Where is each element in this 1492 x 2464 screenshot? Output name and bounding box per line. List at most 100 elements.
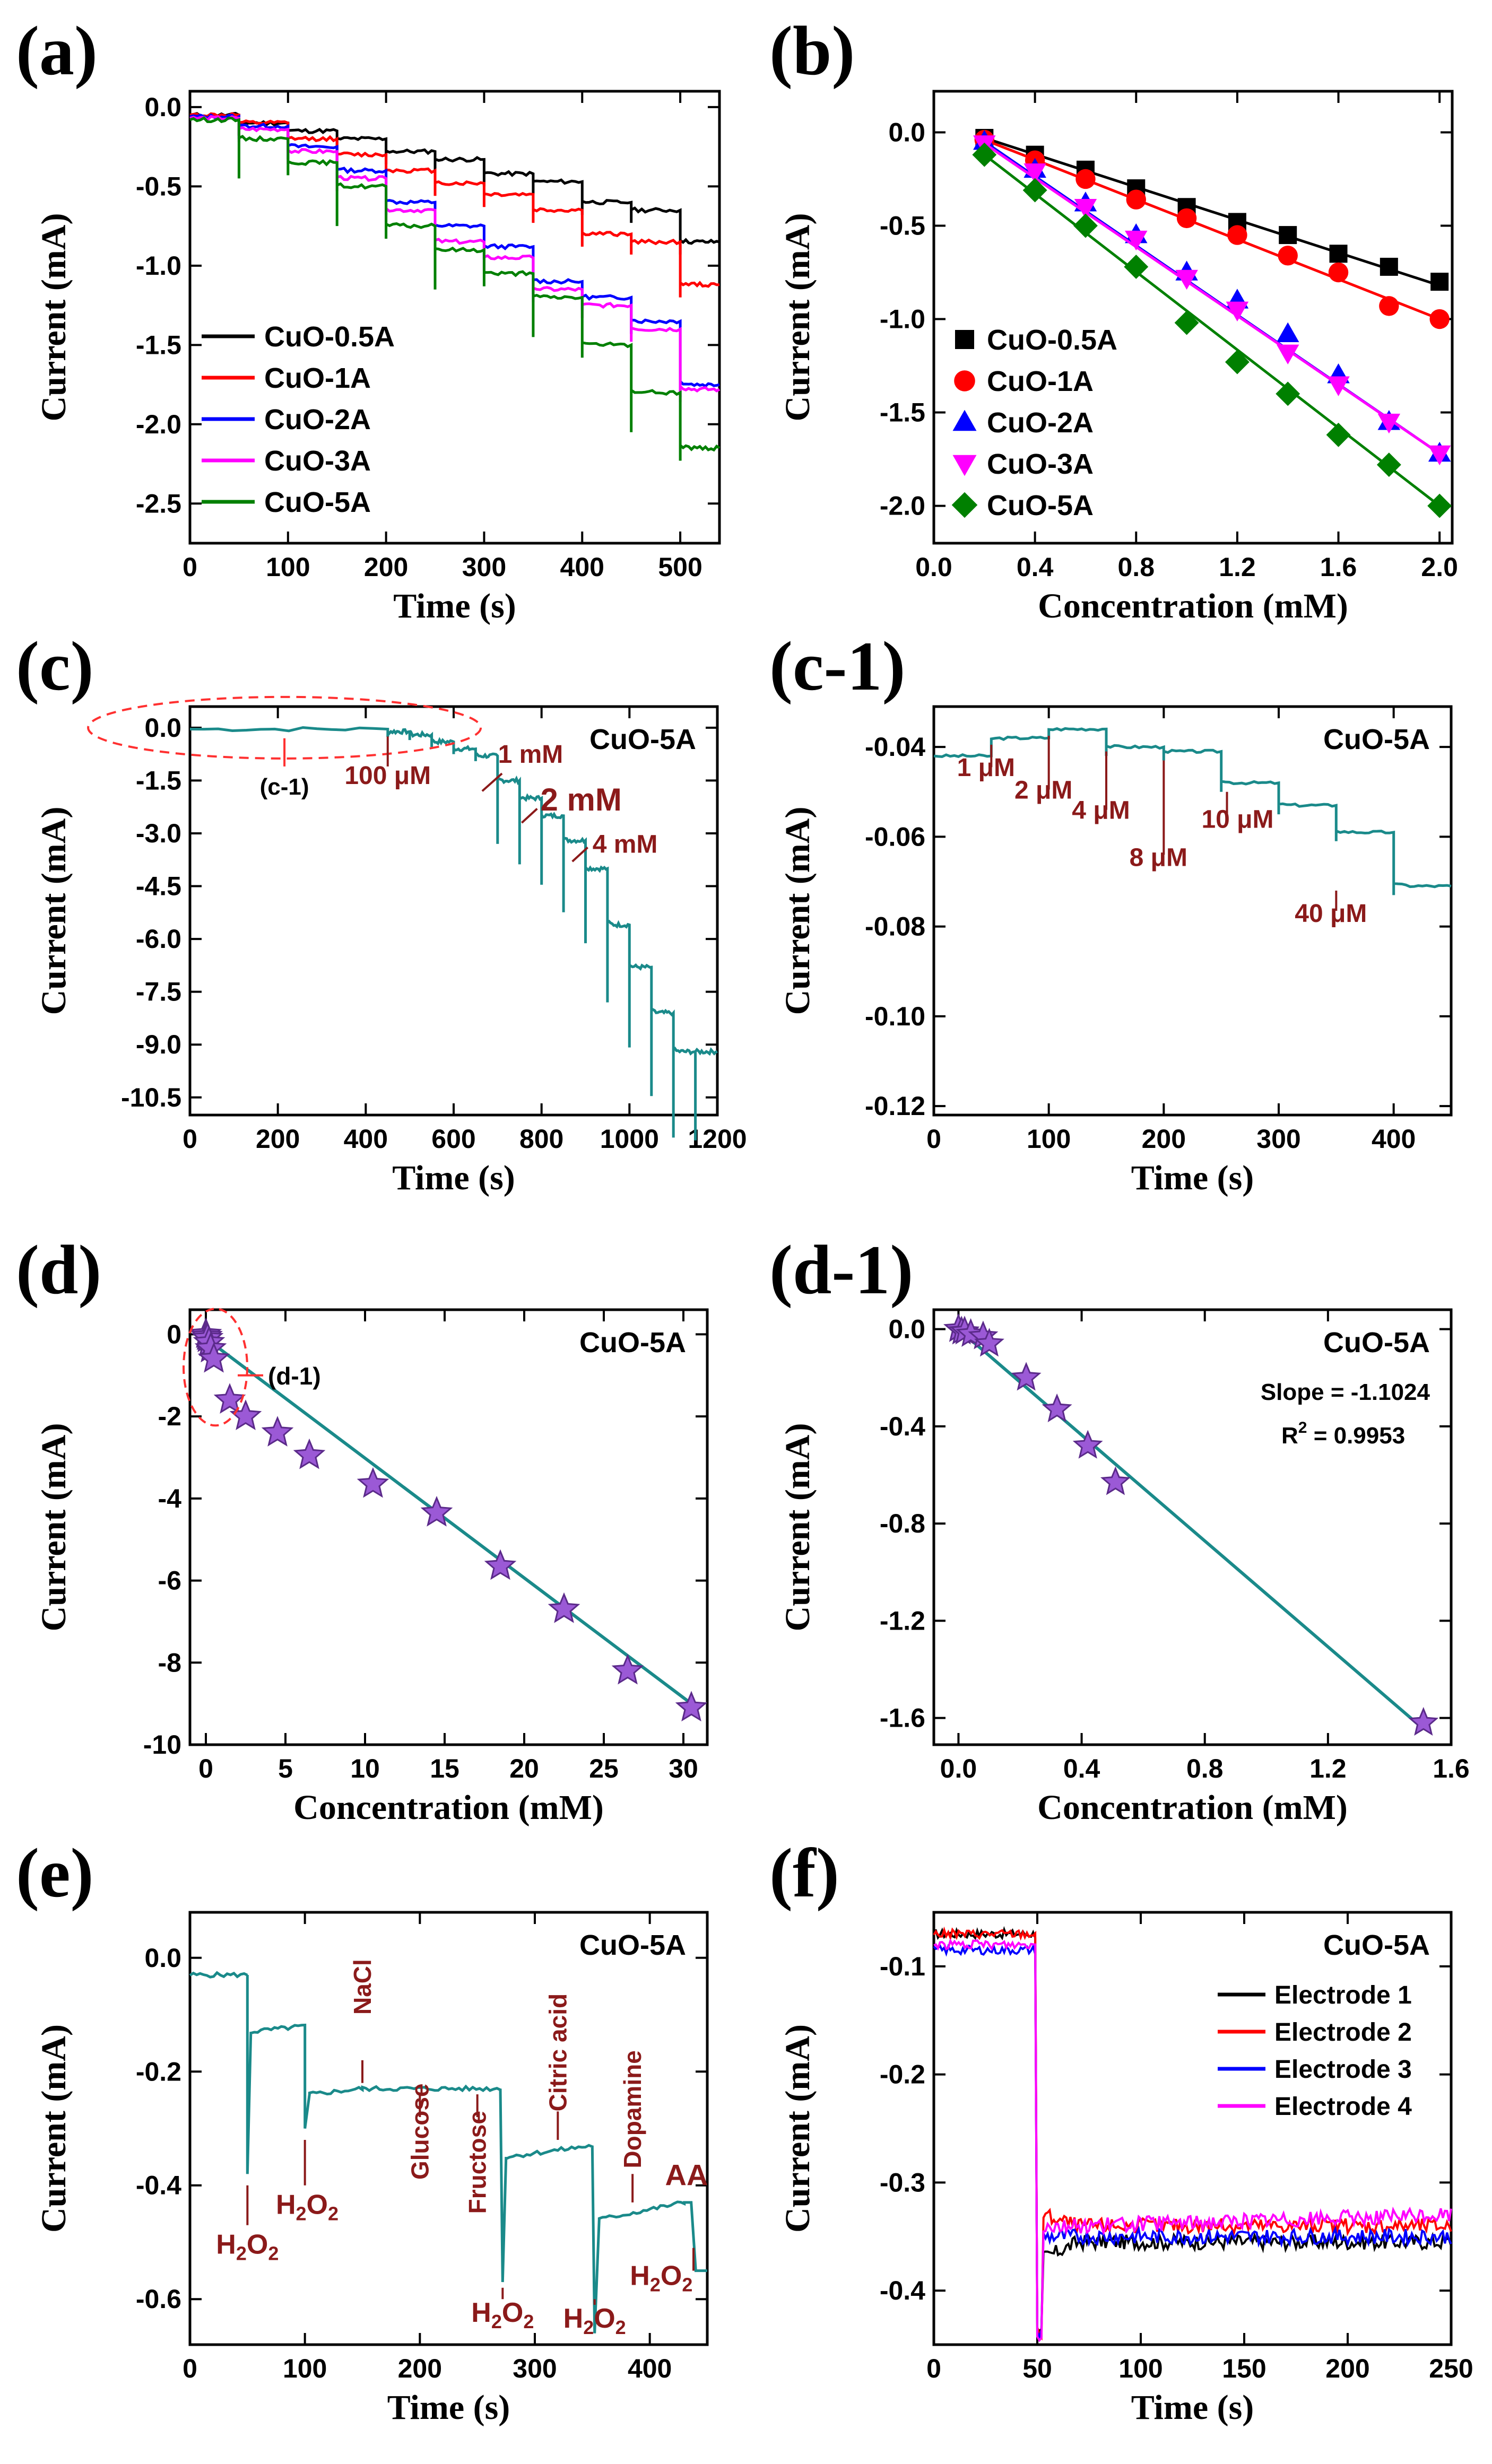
- annotation-c1: (c-1): [260, 774, 309, 800]
- series-line-Electrode 4: [933, 1938, 1452, 2343]
- data-point: [1011, 1362, 1042, 1391]
- y-tick-label: -1.5: [880, 398, 925, 428]
- h2o2-part-h: H: [216, 2229, 236, 2260]
- dashed-ellipse: [87, 695, 482, 760]
- legend-label: CuO-0.5A: [264, 321, 395, 353]
- annotation-nacl: NaCl: [349, 1959, 376, 2015]
- legend-marker: [951, 492, 978, 518]
- plot-frame: [188, 1911, 709, 2346]
- data-point-CuO-1A: [1328, 262, 1349, 283]
- data-point-CuO-5A: [1073, 213, 1098, 238]
- annotation-1mM: 1 mM: [498, 741, 563, 769]
- data-point: [197, 1342, 230, 1373]
- x-tick-label: 30: [669, 1754, 698, 1783]
- data-point-CuO-0.5A: [1279, 226, 1297, 245]
- y-tick-label: -0.4: [880, 1412, 925, 1441]
- plot-frame: [188, 1308, 709, 1746]
- y-tick-label: -2.5: [136, 489, 181, 518]
- data-point: [974, 1328, 1004, 1357]
- fit-line-CuO-5A: [983, 153, 1441, 507]
- legend-label: CuO-2A: [264, 404, 371, 436]
- y-tick-label: -1.5: [136, 765, 181, 795]
- legend-label: Electrode 2: [1274, 2018, 1412, 2047]
- data-point-CuO-1A: [1379, 296, 1399, 316]
- data-point-CuO-0.5A: [1430, 273, 1449, 291]
- x-axis-label: Concentration (mM): [293, 1788, 604, 1827]
- annotation-4: 10 μM: [1201, 805, 1273, 833]
- panel-label: (a): [16, 12, 98, 90]
- annotation-h2o2-2: H2O2: [276, 2189, 339, 2224]
- x-tick-label: 300: [1256, 1124, 1300, 1154]
- x-tick-label: 0: [926, 2354, 941, 2383]
- x-tick-label: 20: [509, 1754, 539, 1783]
- data-point-CuO-5A: [1376, 452, 1401, 477]
- data-point-CuO-3A: [1276, 344, 1299, 364]
- h2o2-sub-2: 2: [268, 2242, 279, 2264]
- data-point: [261, 1416, 294, 1447]
- plot-frame: [932, 705, 1453, 1117]
- x-tick-label: 0.8: [1118, 552, 1155, 582]
- x-tick-label: 200: [1142, 1124, 1186, 1154]
- r2-superscript: 2: [1298, 1419, 1307, 1436]
- legend-label: CuO-3A: [264, 445, 371, 477]
- r2-prefix: R: [1281, 1423, 1298, 1449]
- h2o2-part-o: O: [247, 2229, 268, 2260]
- annotation-0: 1 μM: [957, 754, 1015, 782]
- x-tick-label: 1.2: [1219, 552, 1256, 582]
- legend: CuO-0.5A CuO-1A CuO-2A CuO-3A CuO-5A: [202, 321, 395, 518]
- x-tick-label: 100: [1118, 2354, 1163, 2383]
- h2o2-part-o: O: [594, 2303, 615, 2334]
- y-tick-label: -0.2: [136, 2057, 181, 2086]
- data-point-CuO-3A: [1074, 198, 1097, 219]
- annotation-h2o2-1: H2O2: [216, 2229, 279, 2264]
- data-point-CuO-5A: [1225, 350, 1250, 375]
- x-axis-label: Time (s): [1131, 1159, 1254, 1197]
- data-point: [675, 1691, 708, 1722]
- y-tick-label: -9.0: [136, 1030, 181, 1059]
- x-tick-label: 0.8: [1186, 1754, 1224, 1783]
- panel-a: 0 100 200 300 400 500 0.0 -0.5 -1.0 -1.5 -2.0 -2.5 T…: [16, 12, 721, 625]
- x-tick-label: 0: [198, 1754, 213, 1783]
- x-axis-label: Time (s): [1131, 2388, 1254, 2427]
- h2o2-sub-1: 2: [296, 2202, 307, 2224]
- data-point-CuO-5A: [1022, 178, 1047, 203]
- fit-line: [205, 1337, 692, 1705]
- y-axis-label: Current (mA): [778, 807, 817, 1015]
- h2o2-sub-1: 2: [583, 2317, 594, 2338]
- x-tick-label: 100: [1027, 1124, 1071, 1154]
- y-tick-label: -1.0: [136, 251, 181, 281]
- y-tick-label: -8: [158, 1648, 181, 1677]
- annotation-h2o2-4: H2O2: [563, 2303, 626, 2338]
- arrow-line: [481, 772, 503, 792]
- x-tick-label: 1.2: [1309, 1754, 1347, 1783]
- x-tick-label: 200: [398, 2354, 442, 2383]
- x-tick-label: 0: [183, 552, 197, 582]
- data-point-CuO-1A: [1126, 189, 1146, 210]
- y-tick-label: -2: [158, 1401, 181, 1431]
- inset-title: CuO-5A: [1323, 1327, 1430, 1359]
- data-point-CuO-5A: [972, 142, 997, 167]
- h2o2-part-h: H: [630, 2260, 650, 2291]
- x-tick-label: 400: [560, 552, 604, 582]
- y-tick-label: -7.5: [136, 977, 181, 1007]
- y-tick-label: -3.0: [136, 819, 181, 848]
- annotation-dopamine: Dopamine: [619, 2050, 646, 2168]
- plot-frame: [932, 90, 1454, 545]
- data-point-CuO-3A: [1226, 301, 1249, 322]
- data-point-CuO-5A: [1326, 422, 1351, 447]
- y-tick-label: -0.12: [865, 1091, 925, 1121]
- fit-line-CuO-3A: [983, 142, 1441, 455]
- arrow-line: [571, 847, 588, 863]
- y-tick-label: -0.04: [865, 732, 925, 762]
- inset-title: CuO-5A: [579, 1327, 686, 1359]
- annotation-4mM: 4 mM: [593, 830, 658, 858]
- h2o2-part-h: H: [471, 2297, 491, 2328]
- x-tick-label: 2.0: [1421, 552, 1458, 582]
- x-tick-label: 10: [350, 1754, 380, 1783]
- h2o2-part-h: H: [276, 2189, 296, 2220]
- x-tick-label: 0.4: [1017, 552, 1054, 582]
- slope-text: Slope = -1.1024: [1261, 1379, 1430, 1405]
- annotation-citric: Citric acid: [544, 1993, 571, 2111]
- data-point-CuO-2A: [1276, 322, 1299, 342]
- data-point-CuO-5A: [1174, 310, 1199, 335]
